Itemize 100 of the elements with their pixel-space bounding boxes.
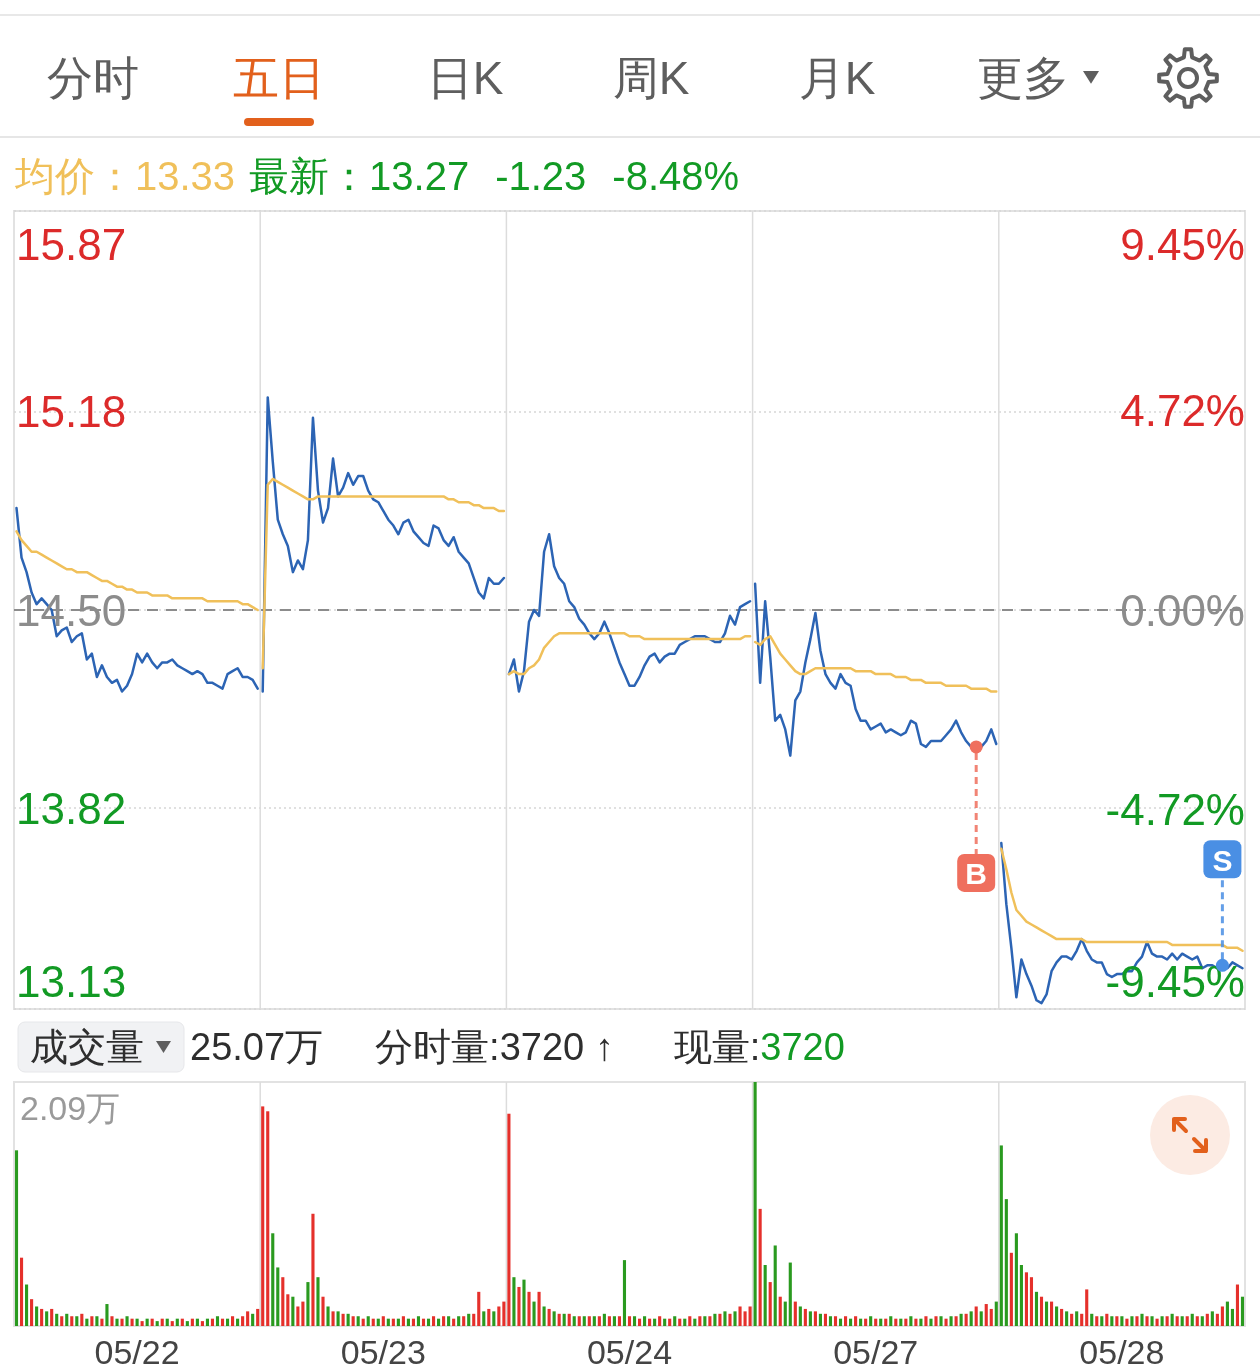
bar [246,1311,250,1326]
bar [205,1318,209,1326]
bar [823,1313,828,1326]
bar [632,1316,637,1326]
bar [889,1316,893,1326]
bar [321,1296,325,1326]
bar [241,1316,245,1326]
bar [1160,1316,1164,1326]
bar [1190,1313,1194,1326]
text: 日K [426,52,504,104]
bar [95,1316,99,1326]
text: 五日 [233,52,325,104]
bar [326,1306,330,1326]
bar [1039,1296,1044,1326]
bar [879,1318,883,1326]
bar [849,1318,853,1326]
bar [964,1313,968,1326]
bar [658,1316,662,1326]
bar [567,1313,571,1326]
bar [984,1304,988,1326]
y-tick-label: 15.18 [16,387,127,437]
bar [1135,1316,1139,1326]
bar [864,1318,868,1326]
bar [547,1308,551,1326]
bar [271,1233,275,1326]
text: 月K [798,52,876,104]
bar [45,1311,49,1326]
bar [70,1316,74,1326]
bar [1230,1308,1234,1326]
bar [487,1308,491,1326]
bar [587,1316,591,1326]
bar [653,1318,657,1326]
bar [929,1318,933,1326]
bar [1070,1313,1074,1326]
bar [291,1296,295,1326]
bar [532,1301,536,1326]
text: 3720 [760,1026,845,1068]
bar [723,1311,727,1326]
bar [663,1318,667,1326]
bar [346,1313,350,1326]
bar [622,1260,627,1326]
bar [1150,1316,1154,1326]
bar [311,1213,315,1326]
y2-tick-label: 4.72% [1120,386,1245,436]
bar [150,1318,154,1326]
bar [557,1313,561,1326]
bar [612,1316,616,1326]
bar [803,1308,807,1326]
bar [637,1318,642,1326]
bar [1215,1313,1219,1326]
bar [411,1318,415,1326]
bar [231,1316,235,1326]
bar [361,1318,365,1326]
bar [939,1316,943,1326]
bar [1100,1316,1104,1326]
bar [1019,1265,1023,1326]
bar [808,1311,812,1326]
bar [552,1311,556,1326]
bar [874,1318,878,1326]
bar [130,1318,134,1326]
bar [507,1113,511,1326]
bar [1240,1296,1245,1326]
y2-tick-label: 9.45% [1120,219,1245,269]
bar [1170,1313,1174,1326]
bar [336,1311,340,1326]
bar [467,1313,471,1326]
bar [542,1306,546,1326]
bar [457,1316,461,1326]
x-tick-label: 05/27 [833,1333,919,1371]
bar [894,1318,898,1326]
bar [1165,1316,1169,1326]
bar [959,1313,963,1326]
bar [698,1316,702,1326]
bar [909,1316,913,1326]
bar [703,1316,707,1326]
bar [165,1318,169,1326]
bar [1075,1311,1079,1326]
bar [210,1318,215,1326]
bar [145,1318,149,1326]
bar [140,1321,144,1326]
bar [80,1313,84,1326]
bar [728,1313,732,1326]
bar [828,1316,833,1326]
bar [482,1311,486,1326]
bar [296,1306,300,1326]
bar [969,1311,973,1326]
bar [431,1316,436,1326]
bar [517,1286,521,1326]
bar [426,1318,431,1326]
bar [1034,1291,1039,1326]
annotation: 2.09万 [20,1089,121,1127]
bar [1225,1301,1229,1326]
bar [1125,1318,1129,1326]
bar [673,1316,677,1326]
bar [899,1318,903,1326]
bar [708,1316,712,1326]
text: 现量: [673,1026,761,1068]
text: -8.48% [612,154,740,198]
bar [220,1318,225,1326]
bar [813,1311,817,1326]
